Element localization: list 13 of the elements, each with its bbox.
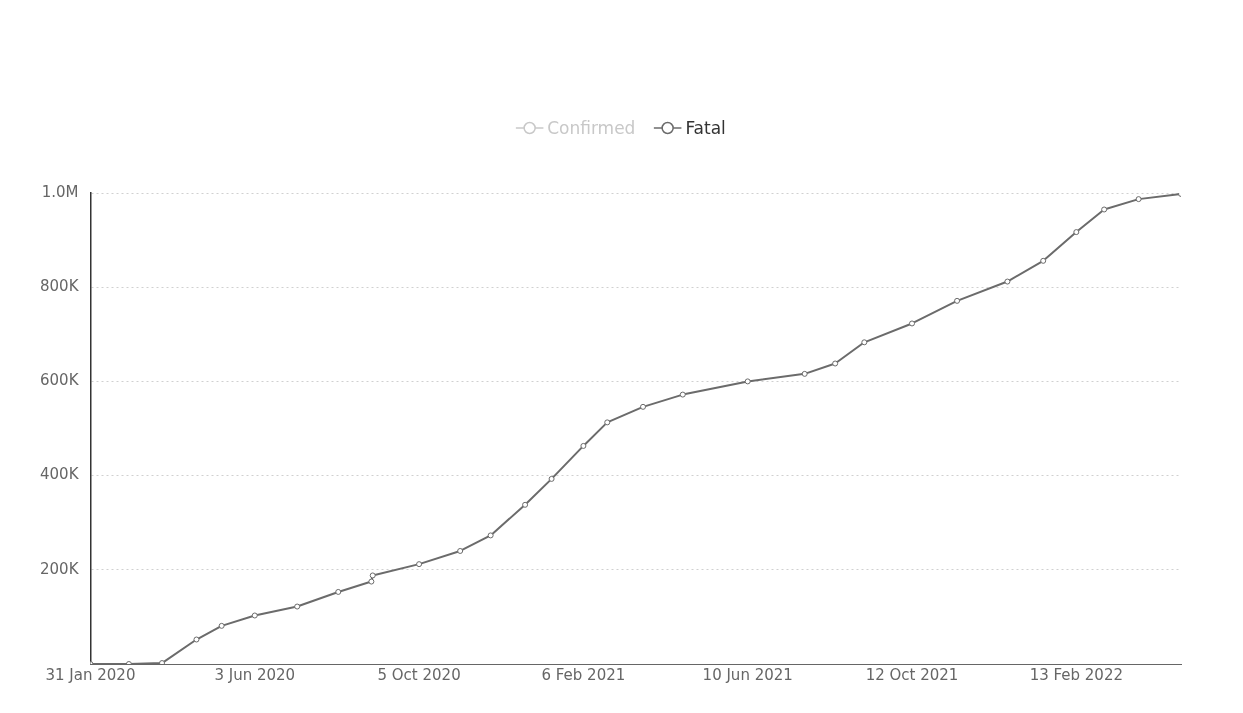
x-tick-label: 12 Oct 2021 — [865, 665, 959, 684]
x-tick-label: 13 Feb 2022 — [1029, 665, 1123, 684]
x-tick-label: 6 Feb 2021 — [541, 665, 626, 684]
x-tick-label: 3 Jun 2020 — [214, 665, 296, 684]
x-tick-label: 5 Oct 2020 — [377, 665, 461, 684]
y-tick-label: 1.0M — [41, 182, 79, 201]
x-tick-label: 10 Jun 2021 — [702, 665, 793, 684]
legend-label: Fatal — [685, 118, 726, 138]
y-tick-label: 200K — [40, 559, 80, 578]
x-tick-label: 31 Jan 2020 — [45, 665, 136, 684]
y-tick-label: 400K — [40, 465, 80, 484]
y-tick-label: 800K — [40, 277, 80, 296]
y-tick-label: 600K — [40, 371, 80, 390]
